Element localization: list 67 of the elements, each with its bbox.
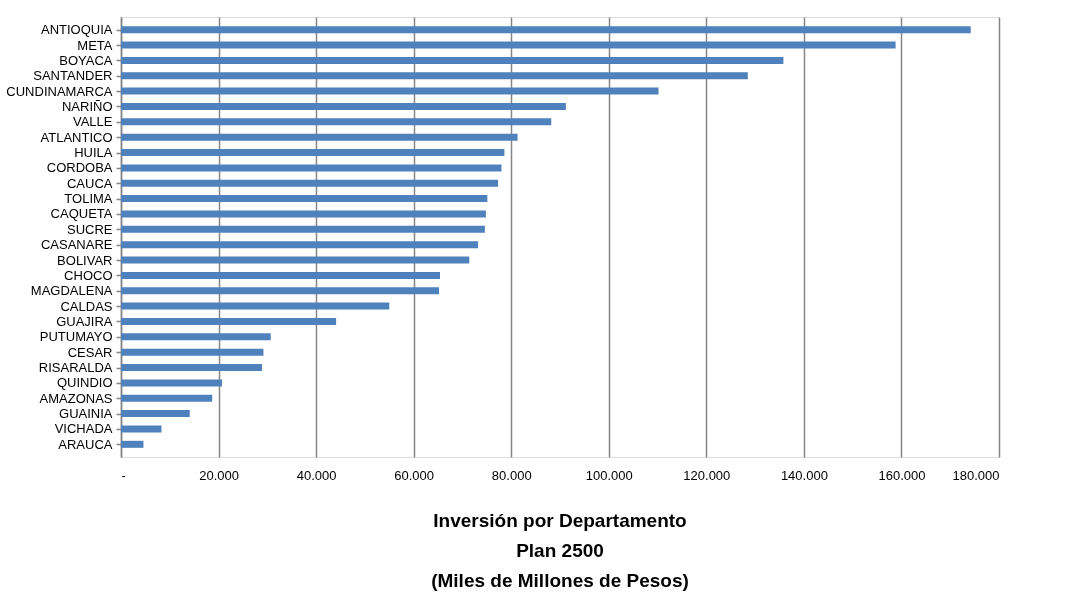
x-tick-label: 160.000 [878,467,926,483]
bar [121,317,337,325]
bar [121,56,784,64]
y-tick-label: CAUCA [66,175,113,191]
x-tick-label: 80.000 [491,467,532,483]
x-tick-label: 40.000 [296,467,337,483]
y-tick-label: BOYACA [59,52,113,68]
bar [121,26,971,34]
y-tick-label: BOLIVAR [57,252,113,268]
y-tick-label: MAGDALENA [30,283,113,299]
bar [121,394,213,402]
y-tick-label: GUAINIA [59,406,113,422]
y-tick-label: AMAZONAS [39,390,113,406]
y-tick-label: CASANARE [40,237,113,253]
y-tick-label: CUNDINAMARCA [6,83,113,99]
bar [121,149,505,157]
bar [121,210,486,218]
bar [121,410,190,418]
bar [121,133,518,141]
bar [121,425,162,433]
y-tick-label: PUTUMAYO [39,329,113,345]
bar [121,225,485,233]
y-tick-label: NARIÑO [61,98,113,114]
x-tick-label: - [121,467,126,483]
y-tick-label: QUINDIO [56,375,113,391]
x-tick-label: 140.000 [780,467,828,483]
y-tick-label: TOLIMA [64,191,113,207]
bar [121,195,488,203]
y-tick-label: CHOCO [64,267,113,283]
bar [121,287,440,295]
text: Inversión por Departamento Plan 2500 (Miles de Millones de Pesos) [431,510,689,591]
bar [121,102,566,110]
bar [121,41,896,49]
bar [121,302,390,310]
bar [121,440,144,448]
y-tick-label: RISARALDA [38,360,113,376]
bar [121,179,499,187]
bar [121,379,222,387]
bar [121,364,262,372]
y-tick-label: VICHADA [54,421,113,437]
bar [121,333,271,341]
x-tick-label: 120.000 [683,467,731,483]
y-tick-label: ARAUCA [58,436,113,452]
bar [121,118,552,126]
bar [121,164,502,172]
y-tick-label: CORDOBA [46,160,113,176]
bar [121,87,659,95]
y-tick-label: HUILA [74,145,113,161]
x-tick-label: 180.000 [952,467,1000,483]
y-tick-label: CALDAS [60,298,113,314]
bar [121,256,470,264]
y-tick-label: GUAJIRA [56,313,113,329]
x-tick-label: 20.000 [199,467,239,483]
bar [121,348,264,356]
y-tick-label: ANTIOQUIA [40,22,113,38]
x-tick-label: 60.000 [394,467,435,483]
x-tick-label: 100.000 [585,467,633,483]
y-tick-label: CAQUETA [50,206,113,222]
bar [121,241,479,249]
y-tick-label: VALLE [72,114,113,130]
y-tick-label: ATLANTICO [40,129,113,145]
bar [121,271,441,279]
y-tick-label: CESAR [67,344,113,360]
y-tick-label: SANTANDER [33,68,113,84]
y-tick-label: SUCRE [66,221,113,237]
y-tick-label: META [77,37,113,53]
bar [121,72,748,80]
